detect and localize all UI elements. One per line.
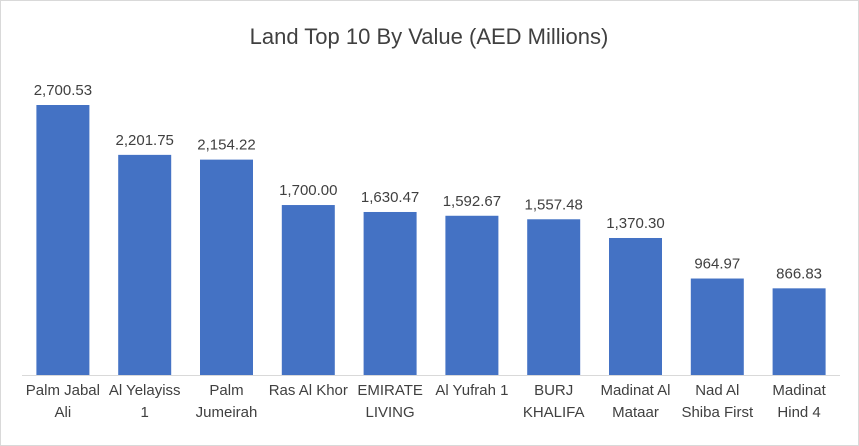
x-tick-label: Ras Al Khor bbox=[268, 382, 348, 399]
bar bbox=[281, 205, 335, 375]
x-tick-label: Palm Jabal Ali bbox=[25, 382, 100, 421]
data-label: 1,700.00 bbox=[279, 182, 337, 199]
bar bbox=[527, 219, 581, 375]
chart-title: Land Top 10 By Value (AED Millions) bbox=[250, 24, 609, 49]
data-label: 1,370.30 bbox=[606, 215, 664, 232]
data-label: 1,592.67 bbox=[443, 193, 501, 210]
x-tick-label: BURJ KHALIFA bbox=[522, 382, 585, 421]
x-tick-label: Madinat Al Mataar bbox=[600, 382, 671, 421]
data-label: 1,630.47 bbox=[361, 189, 419, 206]
x-tick-label: Madinat Hind 4 bbox=[772, 382, 826, 421]
bar bbox=[609, 237, 662, 375]
x-tick-label: EMIRATE LIVING bbox=[357, 382, 423, 421]
bar bbox=[36, 105, 90, 375]
bar bbox=[445, 215, 499, 375]
bar bbox=[690, 278, 744, 375]
data-label: 964.97 bbox=[694, 256, 740, 273]
x-tick-label: Nad Al Shiba First bbox=[681, 382, 754, 421]
bar bbox=[772, 288, 826, 375]
x-tick-label: Al Yufrah 1 bbox=[435, 382, 509, 399]
data-label: 2,201.75 bbox=[116, 132, 174, 149]
data-label: 1,557.48 bbox=[525, 196, 583, 213]
x-tick-label: Al Yelayiss 1 bbox=[108, 382, 181, 421]
x-tick-label: Palm Jumeirah bbox=[195, 382, 258, 421]
data-label: 866.83 bbox=[776, 265, 822, 282]
data-label: 2,700.53 bbox=[34, 82, 92, 99]
bar bbox=[200, 159, 253, 375]
bar bbox=[363, 211, 417, 375]
data-label: 2,154.22 bbox=[197, 137, 255, 154]
bar bbox=[118, 154, 172, 375]
